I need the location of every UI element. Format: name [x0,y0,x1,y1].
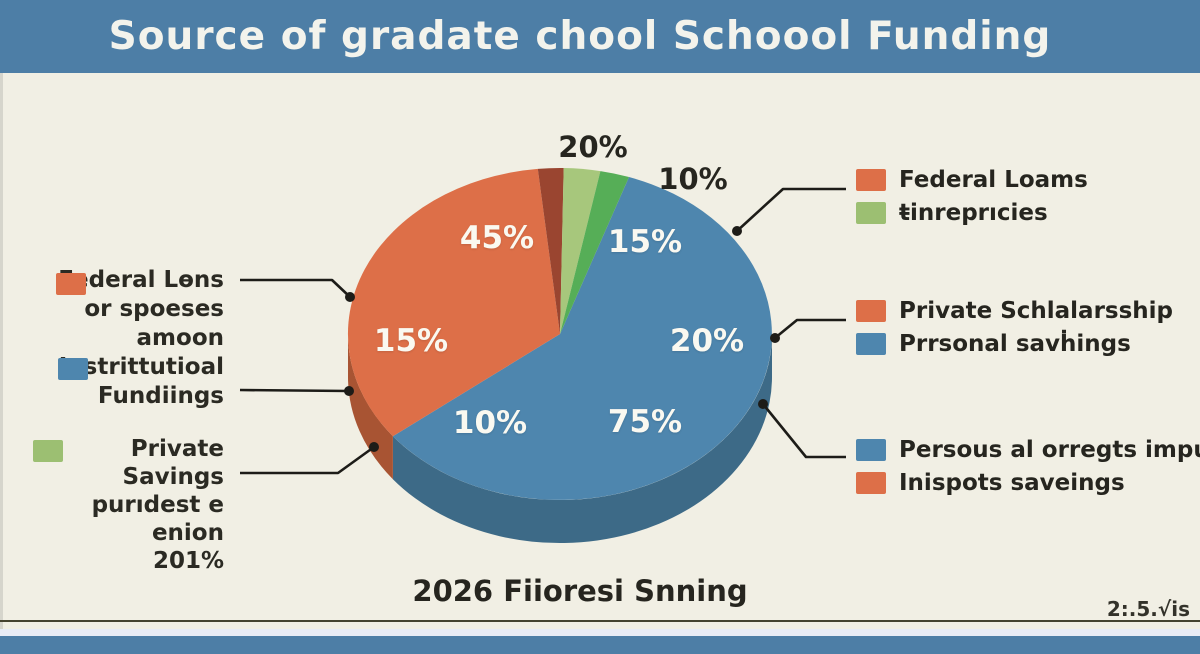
callout-line-left-1 [240,278,351,298]
legend-row: ŧinreprıcies [856,200,1186,226]
watermark-text: 2:.5.√is [1106,597,1190,621]
legend-right-block-1: Federal Loams ŧinreprıcies [856,167,1186,226]
pie-slice-light-green [560,168,601,334]
page-title: Source of gradate chool Schoool Funding [108,14,1052,59]
legend-label: Fundiings [97,383,224,409]
legend-swatch-blue [856,439,886,461]
chart-caption: 2026 Fiioresi Snning [412,574,748,608]
legend-label: purıdest e enion [91,492,224,546]
legend-swatch-orange [856,472,886,494]
legend-swatch-orange [856,300,886,322]
pie-slice-medium-green [560,171,629,334]
pie-slice-maroon [537,167,564,334]
pie-label-outer-10: 10% [658,162,728,196]
callout-dot-right-3 [758,399,768,409]
legend-label: Prrsonal savḣings [899,331,1131,357]
legend-swatch-orange [856,169,886,191]
callout-line-right-1 [736,187,846,232]
pie-label-20: 20% [669,323,745,359]
callout-line-left-3 [240,445,375,475]
pie-label-15-blue: 15% [607,224,683,260]
legend-swatch-blue [58,358,88,380]
pie-label-outer-20: 20% [558,130,628,164]
legend-label: ŧinreprıcies [899,200,1048,226]
pie-slice-orange [347,168,560,437]
legend-label: Inispots saveings [899,470,1125,496]
callout-dot-left-2 [344,386,354,396]
pie-side-orange [348,334,393,480]
footer-light-strip [0,629,1200,636]
legend-right-block-3: Persous al orregts impus Inispots savein… [856,437,1200,496]
pie-label-10-blue: 10% [452,405,528,441]
pie-label-15-orange: 15% [373,323,449,359]
pie-label-75: 75% [607,404,683,440]
footer-blue-bar [0,636,1200,654]
callout-line-left-2 [239,388,350,393]
callout-dot-right-1 [732,226,742,236]
legend-label: Persous al orregts impus [899,437,1200,463]
header-bar: Source of gradate chool Schoool Funding [0,0,1200,73]
legend-label: amoon [136,325,224,351]
legend-swatch-green [33,440,63,462]
legend-label: Private Schlalarsship [899,298,1174,324]
pie-label-45: 45% [459,220,535,256]
callout-dot-left-1 [345,292,355,302]
pie-slice-blue [392,177,772,500]
footer-hairline [0,620,1200,622]
callout-line-right-2 [774,318,846,340]
legend-label: Federal Loams [899,167,1088,193]
legend-swatch-blue [856,333,886,355]
callout-dot-left-3 [369,442,379,452]
pie-side-blue [392,334,773,544]
legend-row: Persous al orregts impus [856,437,1200,463]
legend-label: 201% [152,548,224,574]
legend-left-block-b: Private Savings purıdest e enion 201% [28,435,224,575]
legend-left-block-a: Federal Lɵns or spoeses amoon Instrittut… [28,266,224,411]
legend-row: Inispots saveings [856,470,1186,496]
legend-row: Prrsonal savḣings [856,331,1186,357]
legend-right-block-2: Private Schlalarsship Prrsonal savḣings [856,298,1186,357]
legend-swatch-orange [56,273,86,295]
callout-line-right-3 [761,403,846,459]
legend-row: Federal Loams [856,167,1186,193]
legend-swatch-green [856,202,886,224]
callout-dot-right-2 [770,333,780,343]
legend-row: Private Schlalarsship [856,298,1186,324]
legend-label: Private Savings [122,436,225,490]
legend-label: or spoeses [84,296,224,322]
